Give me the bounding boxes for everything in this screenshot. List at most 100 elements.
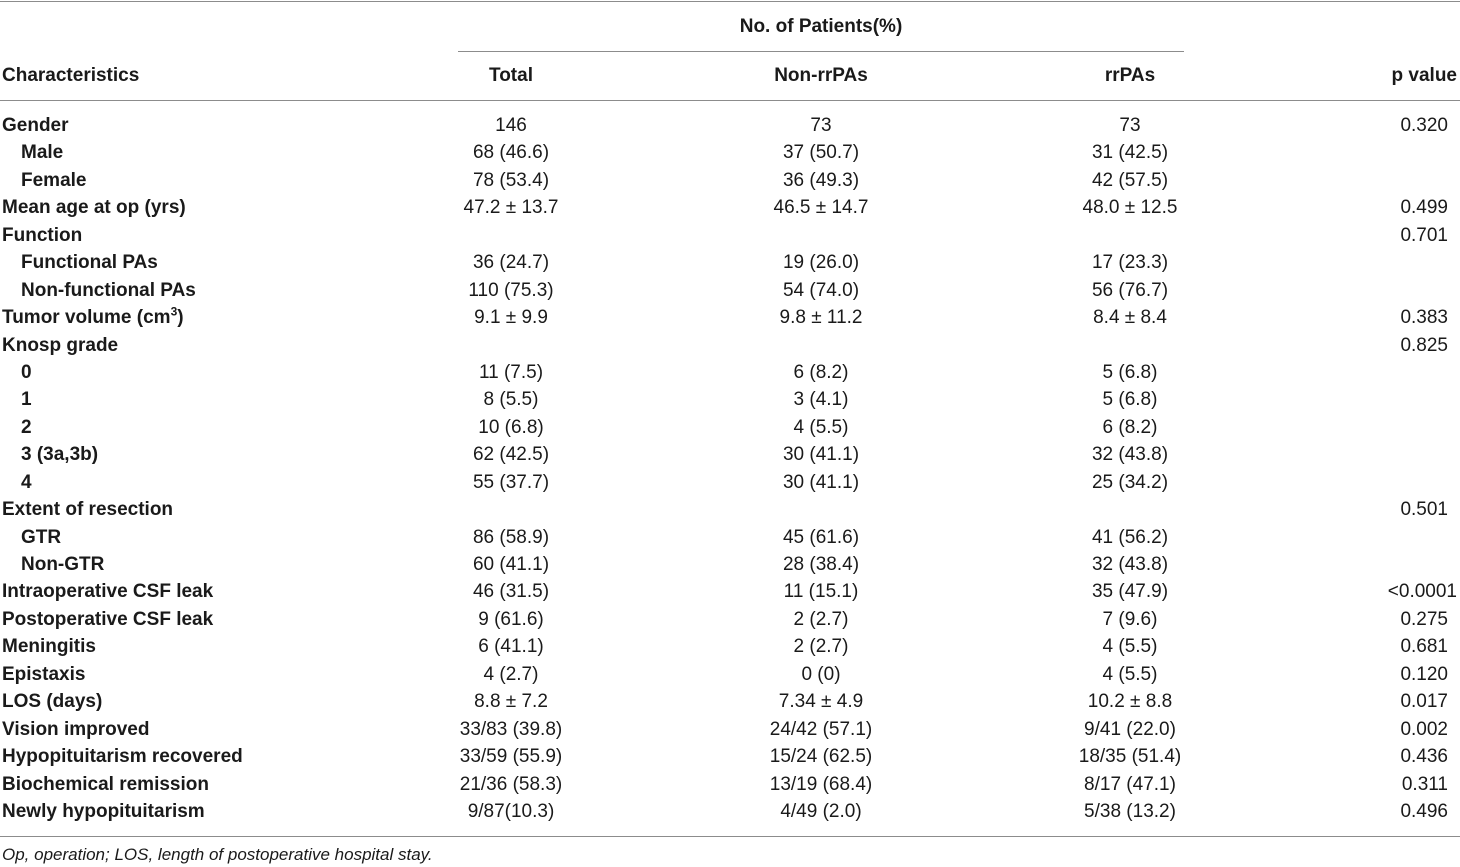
table-row: Newly hypopituitarism 9/87(10.3) 4/49 (2.0…	[0, 798, 1460, 825]
cell-total: 21/36 (58.3)	[459, 773, 563, 795]
cell-rrpas: 9/41 (22.0)	[1084, 718, 1176, 740]
column-header-non-rrpas: Non-rrPAs	[774, 65, 868, 86]
cell-rrpas: 48.0 ± 12.5	[1082, 197, 1178, 219]
row-label: Extent of resection	[2, 496, 173, 523]
row-label-text: Female	[21, 169, 87, 191]
cell-rrpas: 32 (43.8)	[1091, 444, 1169, 466]
table-row: Mean age at op (yrs) 47.2 ± 13.7 46.5 ± 14…	[0, 194, 1460, 221]
row-label-text: Intraoperative CSF leak	[2, 581, 214, 603]
row-label-text: Non-GTR	[21, 554, 105, 575]
row-label-text: LOS (days)	[2, 691, 103, 713]
cell-p-value: 0.002	[1400, 718, 1448, 740]
row-label: 4	[21, 469, 32, 496]
cell-non-rrpas: 2 (2.7)	[793, 608, 849, 630]
row-label-text: Newly hypopituitarism	[2, 800, 205, 822]
table-row: 3 (3a,3b) 62 (42.5) 30 (41.1) 32 (43.8)	[0, 441, 1460, 468]
row-label-text: 2	[21, 416, 32, 438]
cell-p-value: <0.0001	[1387, 581, 1457, 603]
cell-total: 62 (42.5)	[472, 444, 550, 466]
cell-total: 86 (58.9)	[472, 526, 550, 548]
cell-non-rrpas: 46.5 ± 14.7	[773, 197, 869, 219]
cell-total: 8.8 ± 7.2	[474, 691, 548, 713]
cell-p-value: 0.825	[1400, 334, 1448, 356]
cell-non-rrpas: 0 (0)	[801, 663, 841, 685]
cell-total: 10 (6.8)	[478, 416, 544, 438]
cell-rrpas: 10.2 ± 8.8	[1087, 691, 1173, 713]
cell-non-rrpas: 6 (8.2)	[793, 361, 849, 383]
cell-non-rrpas: 37 (50.7)	[782, 142, 860, 164]
table-row: Epistaxis 4 (2.7) 0 (0) 4 (5.5) 0.120	[0, 661, 1460, 688]
cell-total: 60 (41.1)	[472, 554, 550, 575]
cell-non-rrpas: 30 (41.1)	[782, 444, 860, 466]
row-label: Tumor volume (cm3)	[2, 304, 184, 331]
row-label: Non-functional PAs	[21, 277, 196, 304]
row-label: Epistaxis	[2, 661, 85, 688]
cell-p-value: 0.120	[1400, 663, 1448, 685]
cell-p-value: 0.017	[1400, 691, 1448, 713]
table-row: 2 10 (6.8) 4 (5.5) 6 (8.2)	[0, 414, 1460, 441]
cell-rrpas: 73	[1119, 115, 1141, 136]
table-row: Function 0.701	[0, 222, 1460, 249]
cell-non-rrpas: 24/42 (57.1)	[769, 718, 873, 740]
cell-rrpas: 32 (43.8)	[1091, 554, 1169, 575]
cell-rrpas: 56 (76.7)	[1091, 279, 1169, 301]
row-label-text: 4	[21, 471, 32, 493]
cell-non-rrpas: 15/24 (62.5)	[769, 746, 873, 768]
cell-rrpas: 6 (8.2)	[1102, 416, 1158, 438]
cell-rrpas: 8/17 (47.1)	[1084, 773, 1176, 795]
row-label-text: Function	[2, 224, 83, 246]
cell-p-value: 0.311	[1401, 773, 1448, 795]
table-row: Functional PAs 36 (24.7) 19 (26.0) 17 (23.3…	[0, 249, 1460, 276]
row-label-text: Meningitis	[2, 636, 96, 658]
column-header-characteristics: Characteristics	[2, 65, 140, 86]
cell-total: 8 (5.5)	[483, 389, 539, 411]
row-label: Knosp grade	[2, 332, 118, 359]
table-row: Meningitis 6 (41.1) 2 (2.7) 4 (5.5) 0.681	[0, 633, 1460, 660]
table-row: 4 55 (37.7) 30 (41.1) 25 (34.2)	[0, 469, 1460, 496]
row-label-text: Male	[21, 142, 64, 164]
cell-non-rrpas: 30 (41.1)	[782, 471, 860, 493]
cell-non-rrpas: 2 (2.7)	[793, 636, 849, 658]
cell-non-rrpas: 3 (4.1)	[793, 389, 849, 411]
cell-rrpas: 4 (5.5)	[1102, 663, 1158, 685]
row-label-text: 0	[21, 361, 32, 383]
row-label: Male	[21, 139, 63, 166]
cell-p-value: 0.275	[1400, 608, 1448, 630]
cell-total: 9 (61.6)	[478, 608, 544, 630]
row-label-superscript: 3	[170, 304, 178, 319]
row-label-text: Epistaxis	[2, 663, 86, 685]
cell-non-rrpas: 54 (74.0)	[782, 279, 860, 301]
cell-non-rrpas: 9.8 ± 11.2	[779, 307, 863, 329]
cell-rrpas: 4 (5.5)	[1102, 636, 1158, 658]
column-header-total: Total	[489, 65, 533, 86]
row-label: 2	[21, 414, 32, 441]
table-row: Tumor volume (cm3) 9.1 ± 9.9 9.8 ± 11.2 8.4…	[0, 304, 1460, 331]
cell-rrpas: 5 (6.8)	[1102, 361, 1158, 383]
row-label-text: Vision improved	[2, 718, 150, 740]
cell-total: 9.1 ± 9.9	[474, 307, 548, 329]
cell-total: 110 (75.3)	[468, 279, 554, 301]
cell-rrpas: 17 (23.3)	[1091, 252, 1169, 274]
cell-rrpas: 7 (9.6)	[1102, 608, 1158, 630]
row-label-text: Mean age at op (yrs)	[2, 197, 186, 219]
row-label-text: 1	[21, 389, 32, 411]
cell-total: 68 (46.6)	[472, 142, 550, 164]
cell-p-value: 0.383	[1400, 307, 1448, 329]
cell-rrpas: 18/35 (51.4)	[1078, 746, 1182, 768]
cell-total: 9/87(10.3)	[467, 800, 555, 822]
cell-non-rrpas: 73	[810, 115, 832, 136]
row-label: Vision improved	[2, 716, 149, 743]
row-label: Meningitis	[2, 633, 96, 660]
group-header-rule	[458, 51, 1184, 52]
row-label: GTR	[21, 524, 61, 551]
table-row: Female 78 (53.4) 36 (49.3) 42 (57.5)	[0, 167, 1460, 194]
cell-rrpas: 25 (34.2)	[1091, 471, 1169, 493]
row-label: Function	[2, 222, 82, 249]
cell-non-rrpas: 36 (49.3)	[782, 169, 860, 191]
row-label: Hypopituitarism recovered	[2, 743, 243, 770]
cell-total: 33/59 (55.9)	[459, 746, 563, 768]
cell-total: 146	[495, 115, 527, 136]
row-label: 0	[21, 359, 32, 386]
cell-rrpas: 8.4 ± 8.4	[1093, 307, 1167, 329]
